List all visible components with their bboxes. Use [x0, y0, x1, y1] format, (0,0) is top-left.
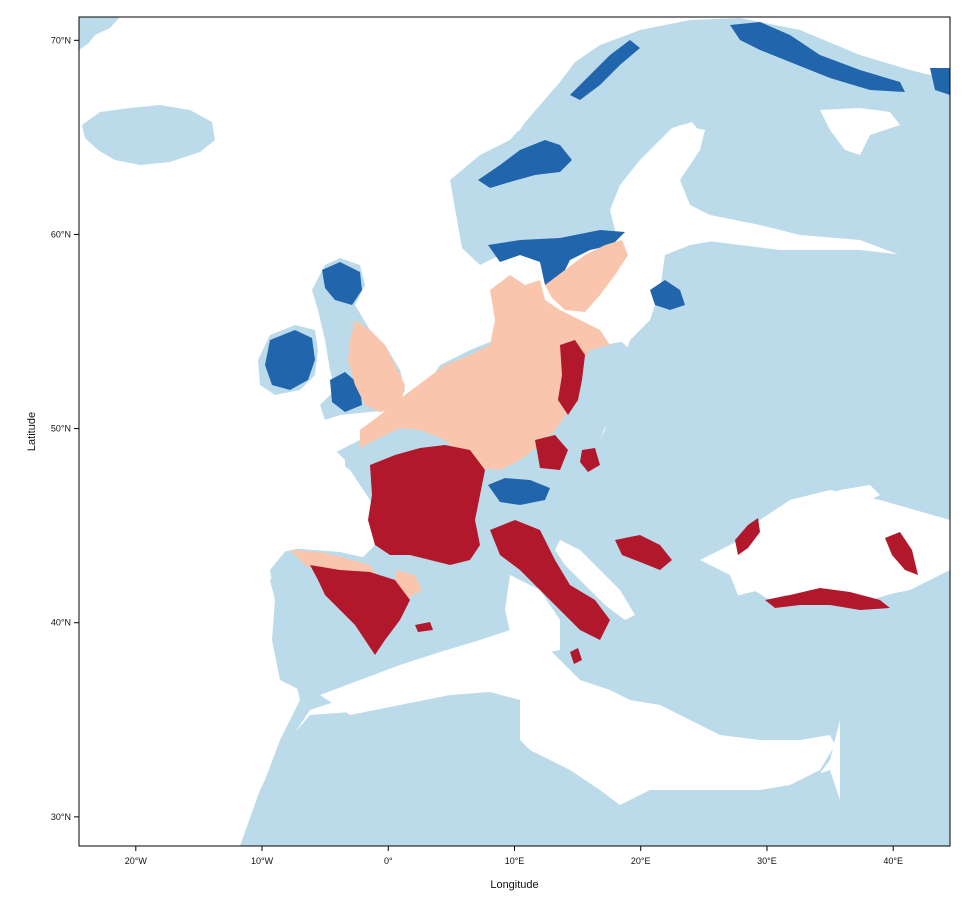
land-balkans	[580, 510, 740, 710]
red-germany-east	[558, 340, 585, 415]
x-tick-label: 10°E	[505, 856, 525, 866]
red-small-1	[570, 648, 582, 664]
y-tick-label: 50°N	[51, 424, 71, 434]
salmon-central-europe	[360, 275, 610, 470]
y-tick-label: 30°N	[51, 812, 71, 822]
land-scandinavia	[450, 18, 950, 265]
land-cyprus	[810, 720, 835, 735]
blue-east-corner	[930, 68, 950, 95]
water-atlantic	[79, 170, 265, 846]
y-tick-label: 60°N	[51, 229, 71, 239]
water-mediterranean	[320, 630, 835, 805]
red-balkans	[615, 535, 672, 570]
x-tick-label: 20°E	[631, 856, 651, 866]
red-iberia	[310, 565, 410, 655]
land-greenland-corner	[79, 17, 120, 50]
x-tick-label: 40°E	[883, 856, 903, 866]
y-axis: 30°N 40°N 50°N 60°N 70°N	[51, 35, 79, 822]
map-layers	[79, 17, 950, 846]
salmon-england	[348, 320, 405, 412]
blue-norway-coast	[478, 140, 572, 188]
y-tick-label: 40°N	[51, 618, 71, 628]
y-tick-label: 70°N	[51, 35, 71, 45]
blue-baltic-states	[650, 280, 685, 310]
water-black-sea	[740, 485, 915, 600]
water-bay-of-biscay	[240, 440, 350, 560]
light-salmon-layer	[290, 240, 628, 598]
blue-scotland	[322, 262, 362, 305]
red-hungary	[580, 448, 600, 472]
land-anatolia	[700, 570, 950, 846]
dark-red-layer	[310, 340, 918, 664]
x-tick-label: 20°W	[125, 856, 148, 866]
red-danube	[535, 435, 568, 470]
blue-kola	[730, 22, 905, 92]
red-caucasus	[885, 532, 918, 575]
blue-south-norway	[488, 230, 625, 285]
water-north-sea	[375, 260, 495, 375]
land-sardinia	[485, 585, 508, 645]
x-tick-label: 0°	[384, 856, 393, 866]
blue-ireland	[265, 330, 315, 390]
x-tick-label: 10°W	[251, 856, 274, 866]
blue-alps	[488, 478, 550, 505]
water-arctic	[79, 17, 690, 262]
water-tyrrhenian	[505, 575, 560, 655]
red-black-sea-west	[735, 518, 760, 555]
red-anatolia-north	[765, 588, 890, 610]
x-axis: 20°W 10°W 0° 10°E 20°E 30°E 40°E	[125, 846, 903, 866]
red-france	[368, 445, 485, 565]
land-iceland	[82, 105, 215, 165]
blue-wales	[330, 372, 362, 412]
water-adriatic	[555, 540, 635, 620]
water-white-sea	[820, 108, 900, 155]
red-italy	[490, 520, 610, 640]
dark-blue-layer	[265, 22, 950, 505]
land-north-africa	[240, 690, 840, 846]
x-axis-title: Longitude	[490, 879, 538, 891]
y-axis-title: Latitude	[26, 412, 38, 451]
salmon-sweden	[545, 240, 628, 312]
red-small-2	[415, 622, 433, 632]
blue-north-norway	[570, 40, 640, 100]
x-tick-label: 30°E	[757, 856, 777, 866]
